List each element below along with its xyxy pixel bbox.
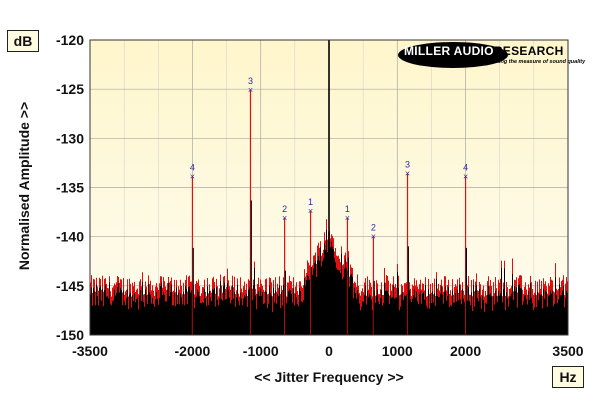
logo-name-part2: RESEARCH: [493, 44, 564, 58]
peak-label: 4: [190, 163, 195, 173]
y-axis-title: Normalised Amplitude >>: [16, 101, 32, 271]
x-tick-label: -1000: [243, 343, 279, 359]
y-tick-label: -145: [56, 278, 84, 294]
peak-marker: ×: [282, 213, 287, 223]
peak-label: 2: [282, 204, 287, 214]
peak-marker: ×: [405, 169, 410, 179]
y-tick-label: -125: [56, 81, 84, 97]
logo-name-part1: MILLER AUDIO: [404, 44, 494, 58]
peak-label: 3: [405, 160, 410, 170]
x-axis-title: << Jitter Frequency >>: [254, 369, 404, 385]
plot-frame: [89, 39, 569, 336]
x-unit-label: Hz: [552, 366, 584, 388]
x-tick-label: -3500: [72, 343, 108, 359]
peak-spurs: ×4×3×2 ×1×1×2×3×4: [190, 40, 468, 335]
y-tick-label: -140: [56, 229, 84, 245]
peak-marker: ×: [308, 206, 313, 216]
logo-ellipse: [398, 42, 508, 68]
x-tick-label: 1000: [382, 343, 413, 359]
x-tick-label: -2000: [175, 343, 211, 359]
peak-label: 3: [248, 76, 253, 86]
y-tick-label: -150: [56, 327, 84, 343]
x-tick-label: 2000: [450, 343, 481, 359]
peak-marker: ×: [345, 213, 350, 223]
y-unit-label: dB: [7, 30, 39, 52]
y-tick-label: -120: [56, 32, 84, 48]
peak-label: 1: [345, 204, 350, 214]
y-tick-label: -130: [56, 130, 84, 146]
peak-marker: ×: [463, 172, 468, 182]
peak-label: 1: [308, 197, 313, 207]
x-tick-label: 0: [325, 343, 333, 359]
peak-label: 2: [371, 223, 376, 233]
tick-labels: -120 -125 -130 -135 -140 -145 -150-3500 -2000 -1…: [56, 32, 584, 359]
brand-logo: MILLER AUDIORESEARCH Getting the measure…: [398, 40, 585, 70]
peak-marker: ×: [190, 172, 195, 182]
y-tick-label: -135: [56, 180, 84, 196]
peak-marker: ×: [248, 85, 253, 95]
logo-wordmark: MILLER AUDIORESEARCH: [398, 44, 570, 58]
peak-label: 4: [463, 163, 468, 173]
x-tick-label: 3500: [552, 343, 583, 359]
logo-tagline: Getting the measure of sound quality: [488, 59, 586, 65]
peak-marker: ×: [371, 232, 376, 242]
